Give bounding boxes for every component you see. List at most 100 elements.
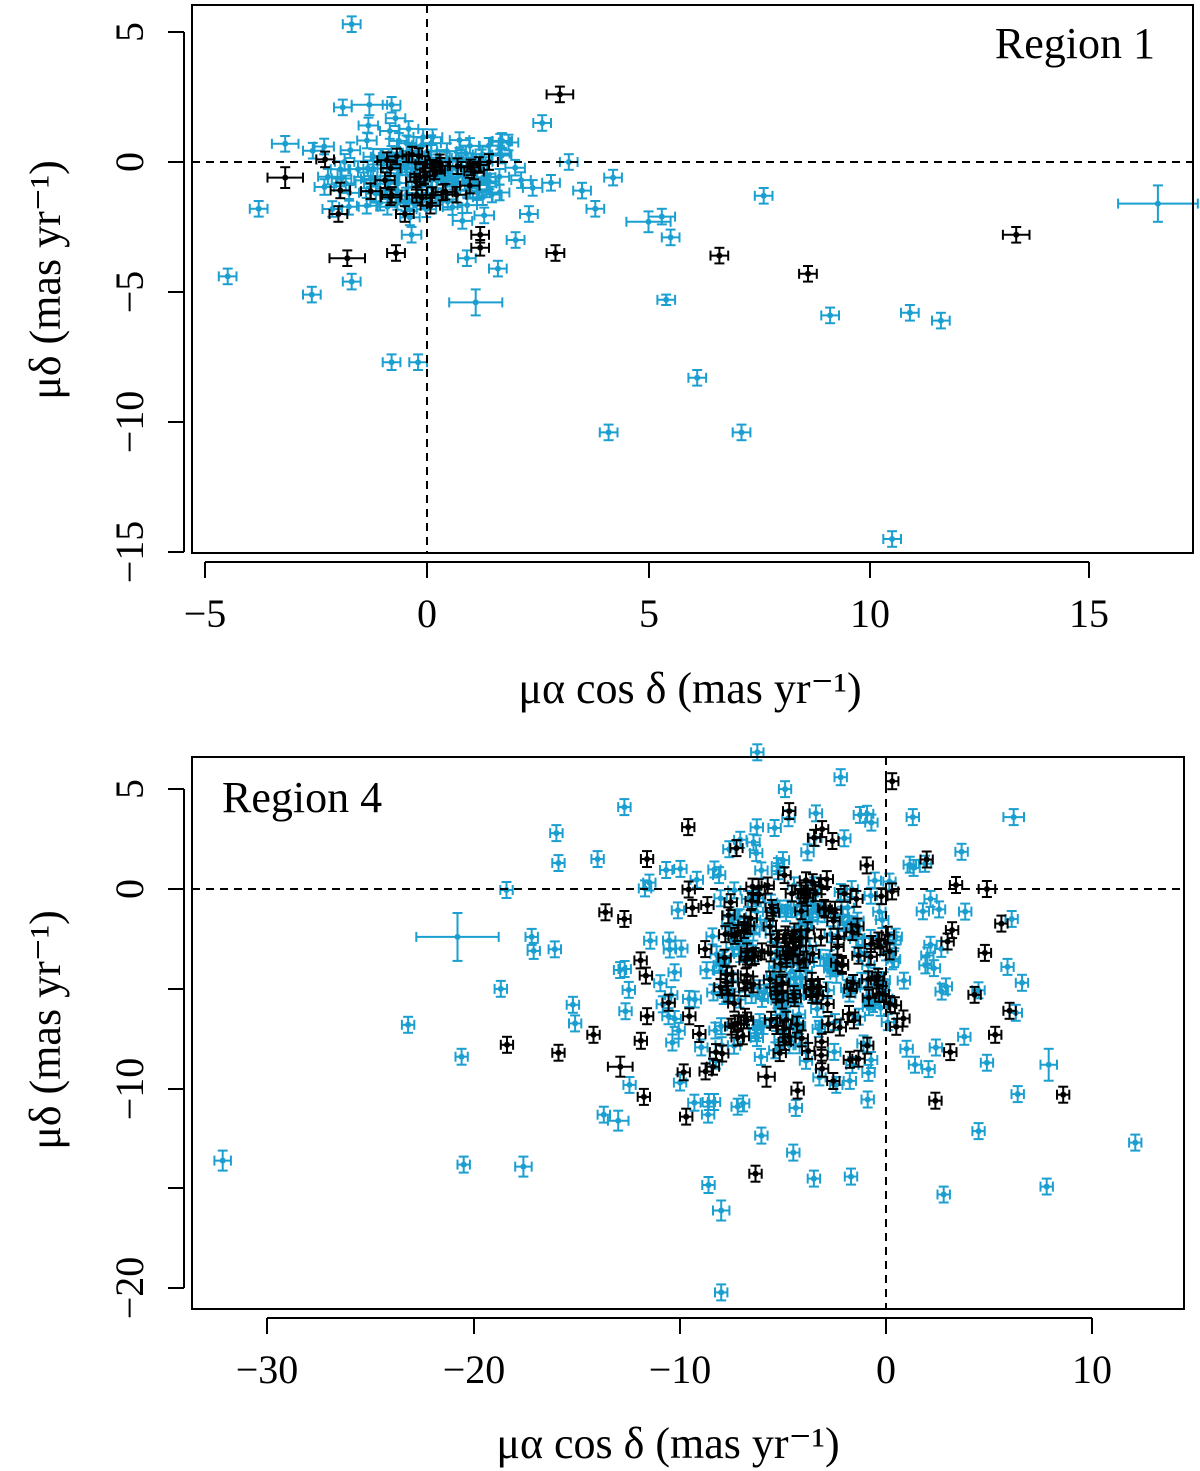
panel-1-cluster-point-black-marker xyxy=(416,174,423,181)
panel-4-cluster-point-cyan-marker xyxy=(1014,1091,1021,1098)
panel-4-cluster-point-cyan xyxy=(971,1122,986,1141)
panel-1-point-cyan-marker xyxy=(388,101,395,108)
panel-1-cluster-point-cyan xyxy=(473,206,495,225)
panel-1-point-cyan xyxy=(381,353,402,371)
panel-4-point-cyan-marker xyxy=(790,1149,797,1156)
panel-4-point-cyan xyxy=(565,995,581,1014)
panel-4-point-cyan-marker xyxy=(1004,963,1011,970)
panel-1-point-cyan-marker xyxy=(255,205,262,212)
panel-4-cluster-point-cyan-marker xyxy=(1019,979,1025,986)
panel-1-point-cyan xyxy=(572,181,592,200)
panel-4-point-cyan xyxy=(606,1109,630,1132)
panel-1-cluster-point-cyan-marker xyxy=(364,137,370,144)
panel-4-cluster-point-cyan-marker xyxy=(753,850,760,857)
panel-4-cluster-point-cyan-marker xyxy=(936,906,943,913)
panel-4-cluster-point-cyan-marker xyxy=(663,867,670,873)
panel-4-point-cyan xyxy=(526,941,541,960)
panel-4-cluster-point-cyan-marker xyxy=(839,914,846,921)
panel-4-cluster-point-black-marker xyxy=(794,1087,801,1094)
panel-4-cluster-point-black-marker xyxy=(752,1170,759,1177)
panel-4-cluster-point-black xyxy=(633,951,648,970)
panel-4-cluster-point-cyan xyxy=(867,871,882,890)
panel-4-point-cyan xyxy=(1002,808,1025,827)
panel-1-cluster-point-cyan xyxy=(302,141,324,160)
panel-4-cluster-point-cyan xyxy=(921,1060,936,1079)
panel-4-point-cyan xyxy=(786,1143,801,1162)
panel-1-point-black-marker xyxy=(393,250,399,256)
panel-4-cluster-point-cyan-marker xyxy=(812,810,819,817)
panel-1-y-tick-label: 0 xyxy=(107,152,152,172)
panel-4-cluster-point-black-marker xyxy=(846,1056,853,1063)
panel-4-point-cyan-marker xyxy=(405,1021,412,1028)
panel-1-point-cyan-marker xyxy=(760,192,767,199)
panel-4-cluster-point-black xyxy=(700,896,715,914)
panel-4-cluster-point-cyan xyxy=(842,1072,857,1090)
panel-1-cluster-point-cyan xyxy=(510,171,532,189)
panel-1-cluster-point-cyan xyxy=(441,198,464,216)
panel-1-point-cyan xyxy=(217,267,238,286)
panel-4-cluster-point-cyan xyxy=(860,1090,875,1109)
panel-4-cluster-point-cyan-marker xyxy=(831,1048,838,1055)
panel-4-point-cyan-marker xyxy=(530,947,537,954)
panel-4-cluster-point-cyan-marker xyxy=(771,825,778,831)
panel-4-cluster-point-cyan-marker xyxy=(712,1027,719,1034)
panel-4-cluster-point-cyan-marker xyxy=(705,1182,712,1188)
panel-1-point-cyan xyxy=(541,174,561,192)
panel-4-cluster-point-cyan xyxy=(706,1093,722,1111)
panel-4-cluster-point-black-marker xyxy=(829,838,836,844)
panel-1-cluster-point-black-marker xyxy=(382,177,388,184)
panel-1-cluster-point-cyan-marker xyxy=(488,191,495,198)
panel-4-cluster-point-cyan-marker xyxy=(924,952,931,959)
panel-1-point-cyan xyxy=(731,423,752,442)
panel-4-cluster-point-black xyxy=(682,1007,697,1026)
panel-1-plot-frame xyxy=(191,4,1194,554)
panel-4-cluster-point-black xyxy=(638,966,654,985)
panel-4-cluster-point-black xyxy=(837,884,852,903)
panel-1-x-axis-label: μα cos δ (mas yr⁻¹) xyxy=(518,664,861,713)
panel-4-cluster-point-black-marker xyxy=(838,961,845,967)
panel-1-point-cyan-marker xyxy=(605,429,612,436)
panel-1-cluster-point-black xyxy=(434,182,457,201)
panel-1-point-black xyxy=(470,239,490,257)
panel-4-cluster-point-cyan xyxy=(861,1063,876,1082)
panel-1-cluster-point-cyan-marker xyxy=(461,178,468,185)
panel-1-point-black-marker xyxy=(477,231,484,238)
panel-1-point-cyan-marker xyxy=(525,211,532,217)
panel-1-point-cyan xyxy=(333,98,353,117)
panel-1-cluster-point-cyan-marker xyxy=(462,150,469,157)
panel-1-point-cyan-marker xyxy=(1154,200,1161,207)
panel-4-point-cyan xyxy=(493,979,508,998)
panel-4-cluster-point-cyan xyxy=(896,971,911,990)
panel-4-cluster-point-cyan-marker xyxy=(900,977,907,984)
panel-4-cluster-point-black xyxy=(786,985,801,1004)
panel-4-cluster-point-black-marker xyxy=(722,931,729,938)
panel-4-cluster-point-cyan-marker xyxy=(975,1128,982,1135)
panel-4-cluster-point-black xyxy=(685,898,700,917)
panel-4-cluster-point-black xyxy=(676,1063,691,1082)
panel-4-cluster-point-cyan-marker xyxy=(876,908,883,915)
panel-1-cluster-point-cyan-marker xyxy=(324,173,331,180)
panel-4-cluster-point-cyan xyxy=(667,1010,682,1028)
panel-1-cluster-point-cyan-marker xyxy=(355,166,362,173)
panel-1-cluster-point-cyan-marker xyxy=(365,122,372,129)
panel-4-cluster-point-cyan xyxy=(705,927,720,946)
panel-4-cluster-point-black-marker xyxy=(739,1033,746,1040)
panel-4-cluster-point-black-marker xyxy=(949,927,956,934)
panel-1-cluster-point-black-marker xyxy=(412,178,419,185)
panel-4-cluster-point-black-marker xyxy=(781,1038,788,1045)
panel-4-cluster-point-cyan-marker xyxy=(671,1015,678,1022)
panel-1-point-cyan xyxy=(882,530,902,548)
panel-4-cluster-point-cyan xyxy=(621,980,636,999)
panel-1-point-black-marker xyxy=(344,255,351,262)
panel-4-point-cyan-marker xyxy=(734,1103,741,1110)
panel-4-cluster-point-cyan-marker xyxy=(927,895,934,902)
panel-region-4: Region 4 5 0 −10 −20 μδ (mas yr⁻¹) −30 − xyxy=(21,743,1185,1468)
panel-4-point-cyan-marker xyxy=(555,860,562,866)
panel-1-point-cyan xyxy=(660,228,681,247)
panel-1-cluster-point-cyan-marker xyxy=(512,164,519,171)
panel-4-cluster-point-cyan-marker xyxy=(674,907,681,914)
panel-4-point-cyan-marker xyxy=(594,856,601,862)
panel-4-cluster-point-black-marker xyxy=(766,923,773,930)
panel-4-cluster-point-cyan-marker xyxy=(942,983,949,990)
panel-1-point-cyan-marker xyxy=(388,359,395,366)
